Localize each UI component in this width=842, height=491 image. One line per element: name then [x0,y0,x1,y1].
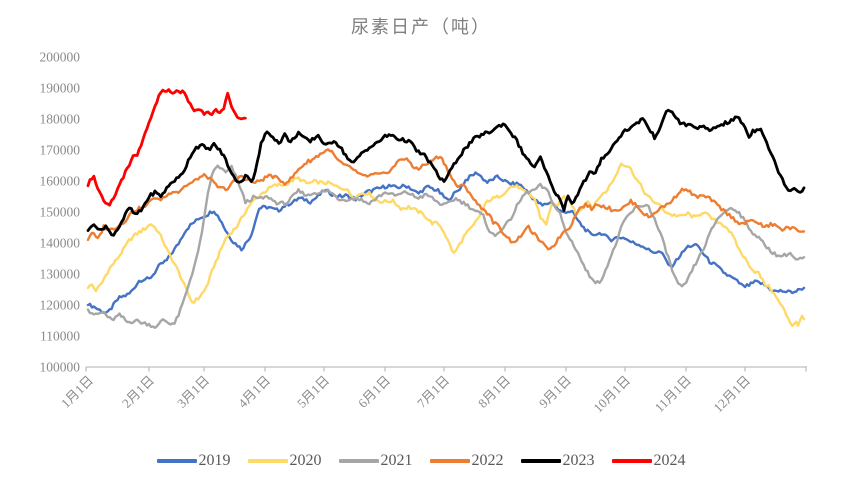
chart-legend: 2019 2020 2021 2022 2023 2024 [0,452,842,470]
y-axis-label: 200000 [40,50,81,65]
series-line-2021 [86,164,806,329]
y-axis-label: 100000 [40,360,81,375]
y-axis-label: 140000 [40,236,81,251]
y-axis-label: 180000 [40,112,81,127]
legend-swatch-2020 [247,459,288,463]
legend-item-2022: 2022 [429,452,504,470]
y-axis-label: 170000 [40,143,81,158]
legend-item-2021: 2021 [338,452,413,470]
x-axis-label: 11月1日 [652,373,694,415]
legend-swatch-2022 [429,459,470,463]
legend-label: 2019 [198,452,231,469]
series-line-2019 [86,171,806,314]
x-axis-label: 1月1日 [58,373,96,411]
x-axis-label: 9月1日 [536,373,574,411]
legend-item-2024: 2024 [611,452,686,470]
y-axis-label: 150000 [40,205,81,220]
x-axis-label: 12月1日 [710,373,753,416]
series-line-2022 [86,148,806,251]
legend-swatch-2023 [520,459,561,463]
legend-label: 2023 [562,452,595,469]
series-line-2020 [86,162,806,328]
series-line-2024 [86,88,247,207]
chart-title: 尿素日产（吨） [351,17,491,37]
legend-swatch-2021 [338,459,379,463]
x-axis-label: 2月1日 [119,373,157,411]
legend-item-2020: 2020 [247,452,322,470]
legend-label: 2021 [380,452,413,469]
legend-item-2023: 2023 [520,452,595,470]
y-axis-label: 130000 [40,267,81,282]
y-axis-label: 120000 [40,298,81,313]
series-line-2023 [86,108,806,237]
x-axis-label: 6月1日 [355,373,393,411]
legend-label: 2024 [653,452,686,469]
legend-swatch-2024 [611,459,652,463]
x-axis-label: 4月1日 [235,373,273,411]
legend-swatch-2019 [156,459,197,463]
legend-label: 2022 [471,452,504,469]
legend-item-2019: 2019 [156,452,231,470]
x-axis-label: 10月1日 [590,373,633,416]
x-axis-label: 7月1日 [414,373,452,411]
y-axis-label: 160000 [40,174,81,189]
x-axis-label: 3月1日 [174,373,212,411]
x-axis-label: 8月1日 [475,373,513,411]
y-axis-label: 110000 [40,329,80,344]
x-axis-label: 5月1日 [294,373,332,411]
y-axis-label: 190000 [40,81,81,96]
legend-label: 2020 [289,452,322,469]
